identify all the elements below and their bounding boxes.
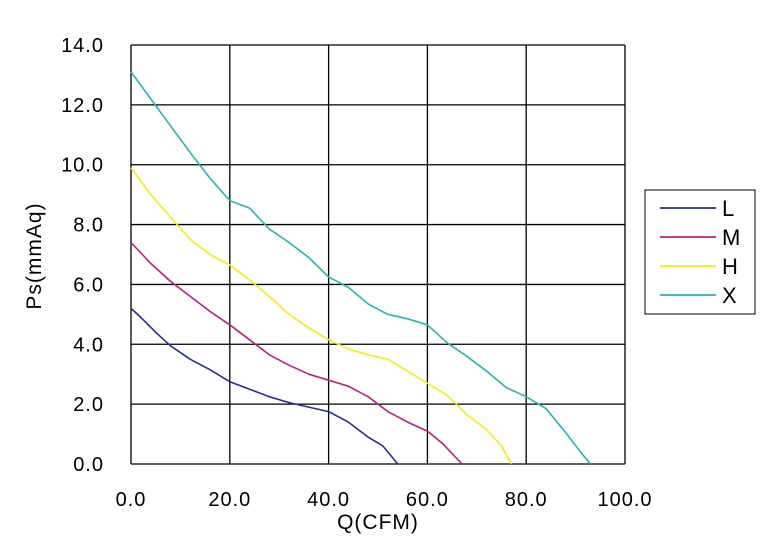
x-tick-label: 40.0 <box>307 489 350 511</box>
x-tick-label: 60.0 <box>406 489 449 511</box>
y-tick-label: 8.0 <box>73 215 104 237</box>
x-axis-ticks: 0.0 20.0 40.0 60.0 80.0 100.0 <box>116 489 652 511</box>
y-axis-ticks: 0.0 2.0 4.0 6.0 8.0 10.0 12.0 14.0 <box>61 35 104 476</box>
x-axis-label: Q(CFM) <box>337 511 419 534</box>
legend-label-m: M <box>722 225 740 250</box>
x-tick-label: 80.0 <box>505 489 548 511</box>
y-tick-label: 4.0 <box>73 334 104 356</box>
y-tick-label: 0.0 <box>73 454 104 476</box>
y-tick-label: 14.0 <box>61 35 104 57</box>
y-tick-label: 2.0 <box>73 394 104 416</box>
legend-label-l: L <box>722 196 734 221</box>
y-tick-label: 6.0 <box>73 274 104 296</box>
series-line-h <box>130 167 513 465</box>
y-tick-label: 12.0 <box>61 95 104 117</box>
series-line-l <box>130 307 399 465</box>
legend-label-x: X <box>722 283 737 308</box>
series-lines <box>130 71 592 465</box>
grid <box>130 44 626 465</box>
y-tick-label: 10.0 <box>61 155 104 177</box>
legend-label-h: H <box>722 254 738 279</box>
legend-box <box>644 189 756 315</box>
x-tick-label: 0.0 <box>116 489 147 511</box>
y-axis-label: Ps(mmAq) <box>23 202 46 309</box>
x-tick-label: 100.0 <box>597 489 652 511</box>
series-line-m <box>130 241 463 465</box>
series-line-x <box>130 71 592 465</box>
x-tick-label: 20.0 <box>208 489 251 511</box>
